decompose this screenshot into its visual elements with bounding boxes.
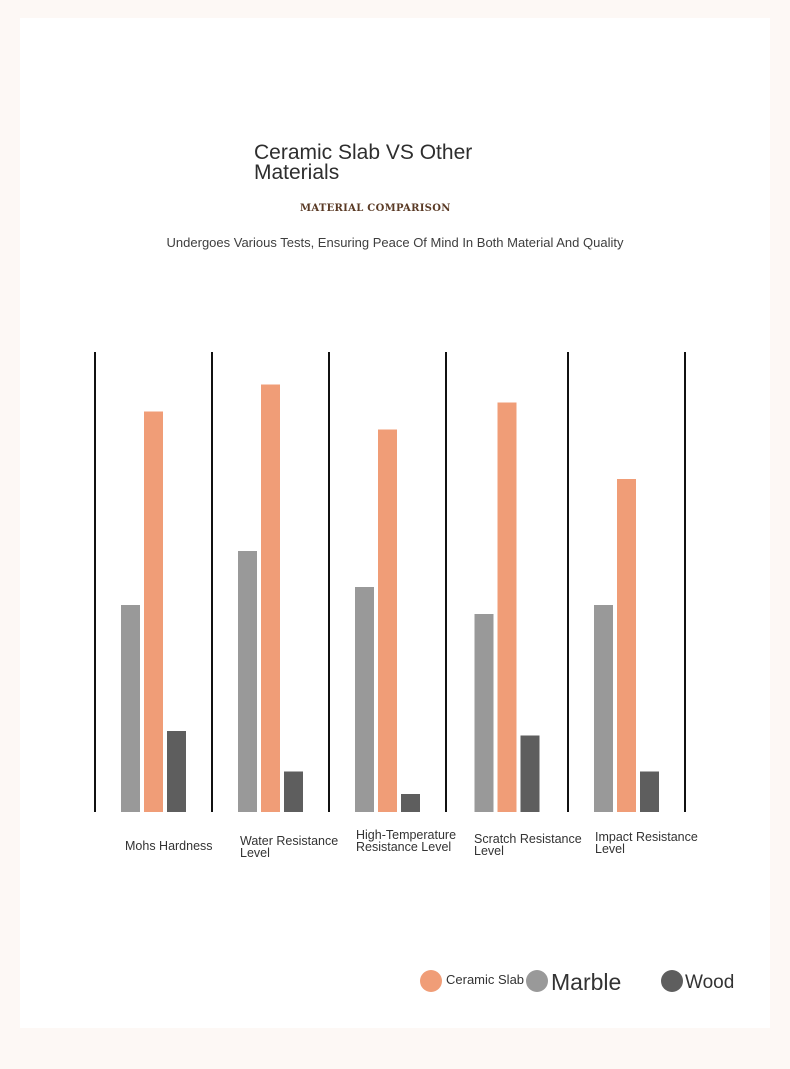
legend-dot-ceramic xyxy=(420,970,442,992)
bar-wood xyxy=(401,794,420,812)
bar-ceramic-slab xyxy=(144,411,163,812)
chart-subtitle: Undergoes Various Tests, Ensuring Peace … xyxy=(166,235,624,250)
bar-marble xyxy=(474,614,494,812)
bar-wood xyxy=(640,771,659,812)
bar-marble xyxy=(121,605,140,812)
category-label: Impact Resistance Level xyxy=(595,830,698,856)
bar-ceramic-slab xyxy=(617,479,636,812)
bar-wood xyxy=(284,771,303,812)
bar-marble xyxy=(594,605,613,812)
legend-label: Wood xyxy=(685,972,735,993)
category-label: Scratch Resistance Level xyxy=(474,832,582,858)
category-label: Mohs Hardness xyxy=(125,839,213,853)
bar-ceramic-slab xyxy=(261,384,280,812)
chart-tag: MATERIAL COMPARISON xyxy=(300,203,451,214)
bar-marble xyxy=(238,551,257,812)
bar-marble xyxy=(355,587,374,812)
chart-title: Ceramic Slab VS Other Materials xyxy=(254,141,473,184)
legend-label: Ceramic Slab xyxy=(446,972,525,987)
category-label: High-Temperature Resistance Level xyxy=(356,828,457,854)
legend-dot-marble xyxy=(526,970,548,992)
legend-label: Marble xyxy=(551,969,622,995)
bar-wood xyxy=(167,731,186,812)
bar-ceramic-slab xyxy=(497,402,517,812)
bar-ceramic-slab xyxy=(378,429,397,812)
legend-dot-wood xyxy=(661,970,683,992)
category-label: Water Resistance Level xyxy=(240,834,339,860)
bar-wood xyxy=(520,735,540,812)
